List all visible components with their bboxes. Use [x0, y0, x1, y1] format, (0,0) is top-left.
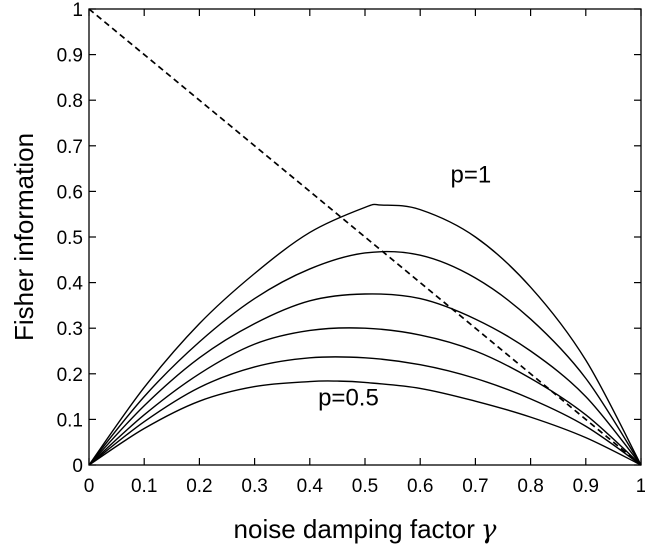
y-tick-label: 0.4: [57, 274, 84, 295]
y-tick-label: 1: [72, 0, 83, 21]
y-axis-label: Fisher information: [9, 133, 39, 341]
y-tick-label: 0.9: [57, 46, 83, 67]
curve-6: [88, 380, 642, 466]
annotations: p=1 p=0.5: [318, 161, 491, 411]
axis-ticks: 0 0.1 0.2 0.3 0.4 0.5 0.6 0.7 0.8 0.9 1 0 0.1 0.2 0.3 0…: [57, 0, 645, 497]
curve-3: [88, 293, 642, 466]
curve-5: [88, 356, 642, 466]
y-tick-label: 0.1: [57, 410, 83, 431]
y-tick-label: 0.3: [57, 319, 83, 340]
x-tick-label: 0.3: [241, 476, 267, 497]
y-tick-label: 0.7: [57, 137, 83, 158]
plot-lines: [88, 8, 642, 466]
curve-1: [88, 203, 642, 466]
curve-annotation: p=0.5: [318, 385, 379, 412]
y-tick-label: 0.6: [57, 182, 83, 203]
x-tick-label: 0.7: [462, 476, 488, 497]
x-tick-label: 0.4: [297, 476, 324, 497]
y-tick-label: 0: [72, 456, 83, 477]
curve-2: [88, 250, 642, 466]
x-tick-label: 0.2: [186, 476, 212, 497]
y-tick-label: 0.8: [57, 91, 83, 112]
x-tick-label: 0.1: [131, 476, 157, 497]
curve-annotation: p=1: [451, 161, 492, 188]
y-tick-label: 0.2: [57, 365, 83, 386]
x-tick-label: 0.9: [573, 476, 599, 497]
x-tick-label: 0: [84, 476, 95, 497]
x-tick-label: 0.5: [352, 476, 378, 497]
x-axis-label: noise damping factor γ: [234, 514, 497, 545]
x-tick-label: 0.6: [407, 476, 433, 497]
x-tick-label: 0.8: [517, 476, 543, 497]
y-tick-label: 0.5: [57, 228, 83, 249]
x-tick-label: 1: [636, 476, 645, 497]
